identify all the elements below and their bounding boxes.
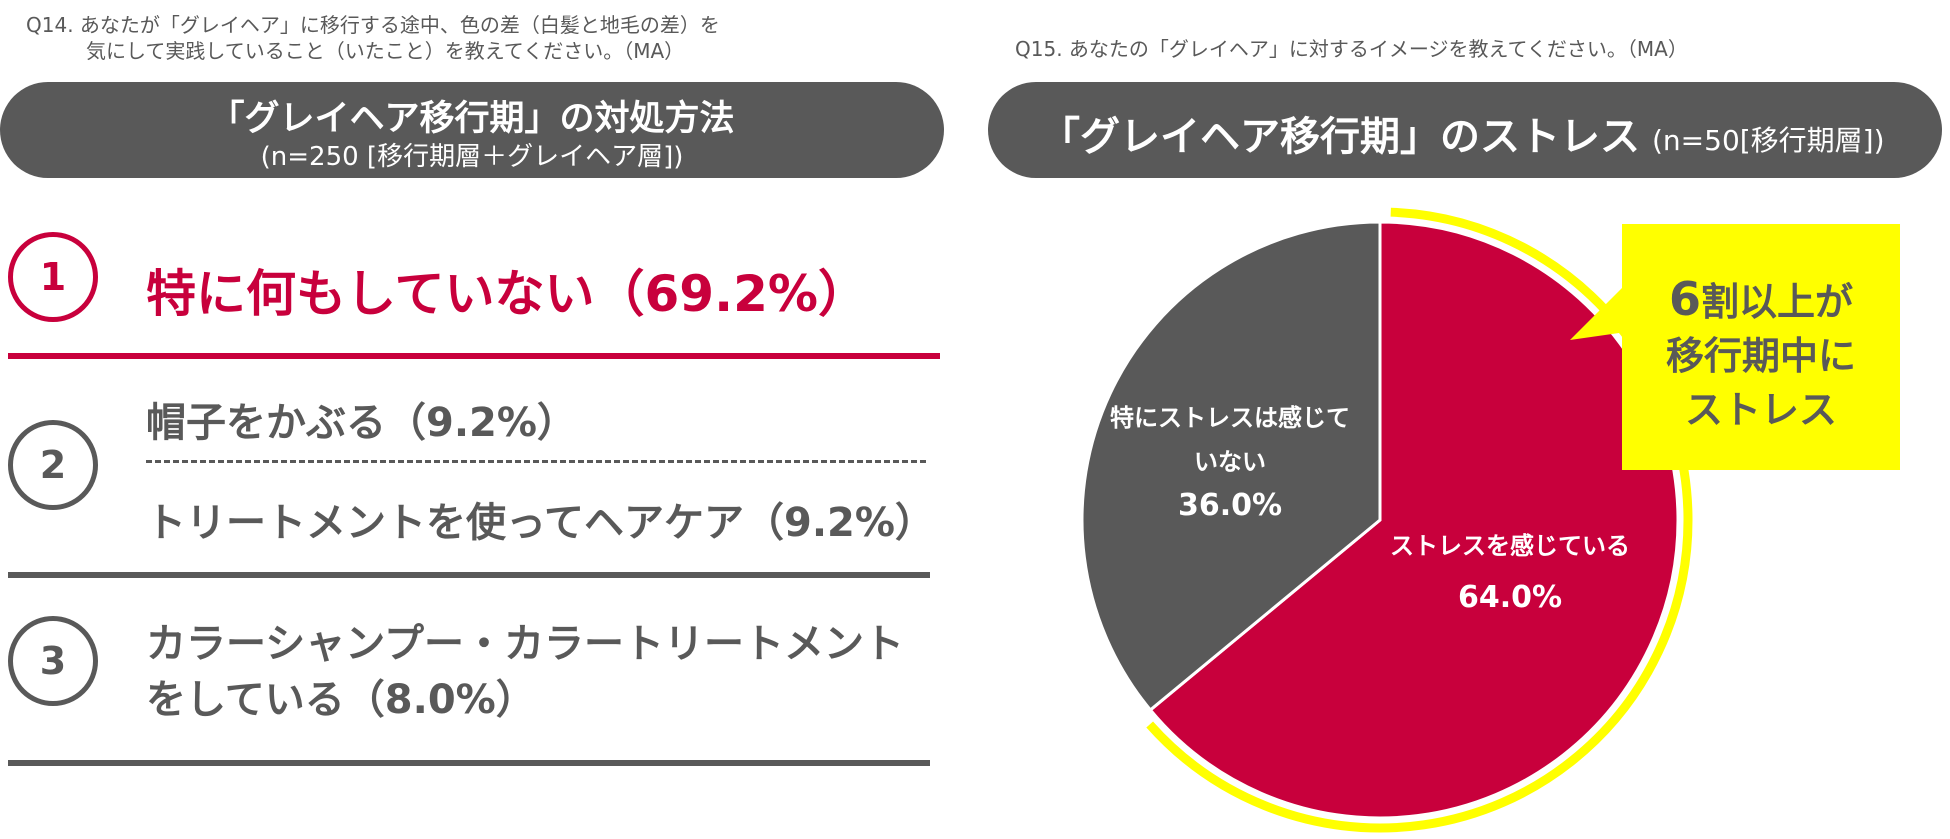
rank-2-item-a: 帽子をかぶる（9.2%）: [146, 400, 577, 446]
rank-2-divider: [8, 572, 930, 578]
rank-2-badge: 2: [8, 420, 98, 510]
q14-question-line2: 気にして実践していること（いたこと）を教えてください。（MA）: [86, 39, 685, 63]
q14-question-line1: Q14. あなたが「グレイヘア」に移行する途中、色の差（白髪と地毛の差）を: [26, 13, 720, 37]
rank-1-divider: [8, 353, 940, 359]
q14-question: Q14. あなたが「グレイヘア」に移行する途中、色の差（白髪と地毛の差）を 気に…: [26, 12, 846, 64]
callout-box: [1622, 224, 1900, 470]
right-header-subtitle: (n=50[移行期層]): [1652, 124, 1885, 157]
rank-3-divider: [8, 760, 930, 766]
right-header-title-wrap: 「グレイヘア移行期」のストレス (n=50[移行期層]): [1040, 104, 1885, 162]
pie-slice-stress: [1148, 220, 1680, 820]
left-header-pill: 「グレイヘア移行期」の対処方法 (n=250 [移行期層＋グレイヘア層]): [0, 82, 944, 178]
pie-label-no-stress-value: 36.0%: [1177, 488, 1283, 523]
left-header-subtitle: (n=250 [移行期層＋グレイヘア層]): [260, 142, 684, 172]
rank-1-badge: 1: [8, 232, 98, 322]
pie-label-stress-value: 64.0%: [1457, 580, 1563, 615]
pie-label-no-stress-line1: 特にストレスは感じて: [1110, 404, 1350, 432]
pie-label-no-stress-line2: いない: [1194, 448, 1266, 476]
callout-line3: ストレス: [1684, 388, 1837, 432]
pie-label-stress-line1: ストレスを感じている: [1390, 532, 1630, 560]
q15-question: Q15. あなたの「グレイヘア」に対するイメージを教えてください。（MA）: [1015, 37, 1688, 61]
right-header-pill: 「グレイヘア移行期」のストレス (n=50[移行期層]): [988, 82, 1942, 178]
rank-3-item: カラーシャンプー・カラートリートメントをしている（8.0%）: [146, 621, 904, 723]
callout-line2: 移行期中に: [1665, 334, 1856, 378]
rank-2-item-b: トリートメントを使ってヘアケア（9.2%）: [146, 500, 935, 546]
rank-1-item: 特に何もしていない（69.2%）: [146, 265, 868, 323]
callout-text: 6割以上が 移行期中に ストレス: [1622, 272, 1900, 437]
callout-number: 6: [1668, 272, 1701, 326]
pie-slice-no-stress: [1080, 220, 1382, 713]
pie-label-no-stress: 特にストレスは感じて いない 36.0%: [1110, 396, 1350, 528]
callout-line1: 割以上が: [1701, 280, 1854, 324]
right-header-title: 「グレイヘア移行期」のストレス: [1040, 114, 1640, 160]
rank-3-badge: 3: [8, 616, 98, 706]
pie-label-stress: ストレスを感じている 64.0%: [1380, 520, 1640, 624]
rank-2-dashed-separator: [146, 460, 926, 463]
left-header-title: 「グレイヘア移行期」の対処方法: [209, 99, 735, 139]
pie-highlight-arc: [1146, 207, 1693, 833]
